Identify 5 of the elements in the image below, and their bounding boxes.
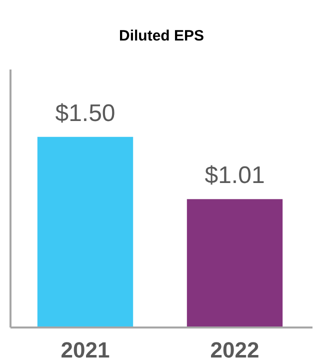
data-label: $1.50 [55,100,116,127]
x-tick-label: 2022 [210,338,260,360]
data-label: $1.01 [204,162,265,190]
chart-title: Diluted EPS [118,28,204,44]
x-tick-label: 2021 [60,338,110,360]
